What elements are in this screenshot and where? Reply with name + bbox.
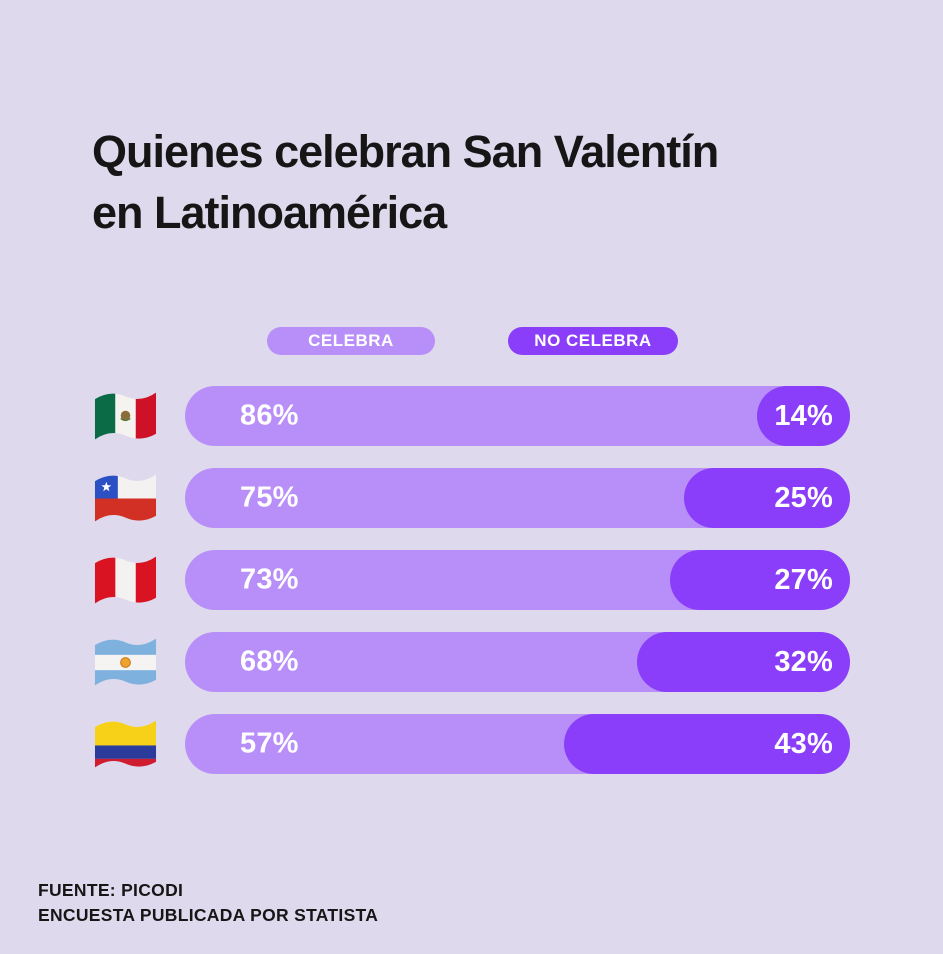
- chart-row-argentina: 68% 32%: [91, 632, 850, 692]
- peru-celebra-value: 73%: [240, 563, 299, 596]
- argentina-flag-icon: [91, 633, 160, 692]
- bar-colombia: 57% 43%: [185, 714, 850, 774]
- legend: CELEBRA NO CELEBRA: [267, 327, 678, 355]
- title-line-1: Quienes celebran San Valentín: [92, 126, 719, 177]
- colombia-no-celebra-segment: 43%: [564, 714, 850, 774]
- bar-peru: 73% 27%: [185, 550, 850, 610]
- argentina-celebra-value: 68%: [240, 645, 299, 678]
- bar-chile: 75% 25%: [185, 468, 850, 528]
- chart-row-colombia: 57% 43%: [91, 714, 850, 774]
- bar-chart: 86% 14% 75%: [91, 386, 850, 796]
- source-note: FUENTE: PICODI ENCUESTA PUBLICADA POR ST…: [38, 878, 378, 928]
- legend-celebra-label: CELEBRA: [308, 331, 394, 350]
- argentina-no-celebra-segment: 32%: [637, 632, 850, 692]
- bar-argentina: 68% 32%: [185, 632, 850, 692]
- chile-flag-icon: [91, 469, 160, 528]
- argentina-no-celebra-value: 32%: [774, 645, 833, 678]
- colombia-flag-icon: [91, 715, 160, 774]
- title-line-2: en Latinoamérica: [92, 187, 447, 238]
- legend-no-celebra-label: NO CELEBRA: [534, 331, 652, 350]
- source-line-1: FUENTE: PICODI: [38, 880, 184, 900]
- chile-no-celebra-value: 25%: [774, 481, 833, 514]
- legend-no-celebra-badge: NO CELEBRA: [508, 327, 678, 355]
- colombia-no-celebra-value: 43%: [774, 727, 833, 760]
- legend-celebra-badge: CELEBRA: [267, 327, 435, 355]
- chart-row-mexico: 86% 14%: [91, 386, 850, 446]
- peru-no-celebra-segment: 27%: [670, 550, 850, 610]
- mexico-no-celebra-value: 14%: [774, 399, 833, 432]
- chart-row-chile: 75% 25%: [91, 468, 850, 528]
- mexico-flag-icon: [91, 387, 160, 446]
- chile-celebra-value: 75%: [240, 481, 299, 514]
- bar-mexico: 86% 14%: [185, 386, 850, 446]
- chile-no-celebra-segment: 25%: [683, 468, 850, 528]
- chart-row-peru: 73% 27%: [91, 550, 850, 610]
- peru-flag-icon: [91, 551, 160, 610]
- mexico-no-celebra-segment: 14%: [756, 386, 850, 446]
- source-line-2: ENCUESTA PUBLICADA POR STATISTA: [38, 905, 379, 925]
- page-title: Quienes celebran San Valentín en Latinoa…: [92, 121, 872, 243]
- peru-no-celebra-value: 27%: [774, 563, 833, 596]
- mexico-celebra-value: 86%: [240, 399, 299, 432]
- colombia-celebra-value: 57%: [240, 727, 299, 760]
